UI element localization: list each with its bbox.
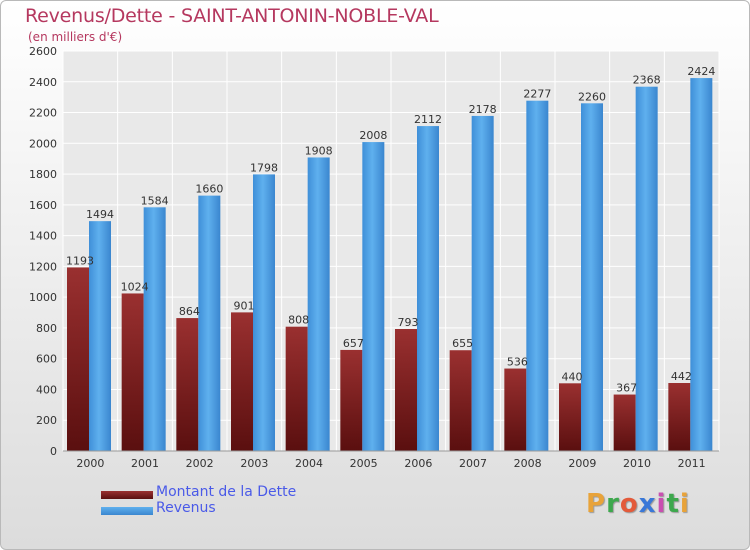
brand-letter: x <box>638 489 657 519</box>
legend-swatch-revenue <box>101 507 153 515</box>
brand-letter: P <box>586 489 607 519</box>
y-tick-label: 2200 <box>29 107 57 120</box>
y-tick-label: 1400 <box>29 230 57 243</box>
revenue-value-label: 2260 <box>578 90 606 103</box>
y-tick-label: 2000 <box>29 137 57 150</box>
chart-title: Revenus/Dette - SAINT-ANTONIN-NOBLE-VAL <box>25 5 439 27</box>
debt-value-label: 1024 <box>121 280 149 293</box>
chart-subtitle: (en milliers d'€) <box>28 30 123 44</box>
debt-bar <box>176 318 199 451</box>
debt-value-label: 655 <box>452 337 473 350</box>
debt-bar <box>668 383 691 451</box>
debt-bar <box>121 293 144 451</box>
grid-layer <box>62 50 720 452</box>
brand-letter: o <box>619 489 639 519</box>
revenue-bar <box>307 157 330 451</box>
revenue-bar <box>143 207 166 451</box>
y-tick-label: 1000 <box>29 291 57 304</box>
revenue-value-label: 1660 <box>195 183 223 196</box>
debt-value-label: 1193 <box>66 254 94 267</box>
debt-bar <box>231 312 253 451</box>
y-tick-label: 2400 <box>29 76 57 89</box>
revenue-value-label: 1494 <box>86 208 114 221</box>
x-tick-label: 2004 <box>295 457 323 470</box>
y-tick-label: 1600 <box>29 199 57 212</box>
brand-letter: i <box>656 489 667 519</box>
y-tick-label: 600 <box>36 353 57 366</box>
debt-bar <box>449 350 472 451</box>
revenue-value-label: 1584 <box>141 194 169 207</box>
x-tick-label: 2001 <box>131 457 159 470</box>
debt-bar <box>504 368 527 451</box>
x-tick-label: 2007 <box>459 457 487 470</box>
x-tick-label: 2011 <box>678 457 706 470</box>
revenue-bar <box>471 115 494 451</box>
debt-value-label: 793 <box>398 316 419 329</box>
debt-value-label: 901 <box>234 299 255 312</box>
x-tick-label: 2002 <box>186 457 214 470</box>
y-tick-label: 1200 <box>29 260 57 273</box>
revenue-value-label: 2277 <box>523 88 551 101</box>
revenue-value-label: 2424 <box>687 65 715 78</box>
x-tick-label: 2005 <box>350 457 378 470</box>
y-tick-label: 1800 <box>29 168 57 181</box>
x-tick-label: 2003 <box>240 457 268 470</box>
revenue-bar <box>89 221 111 451</box>
x-tick-label: 2010 <box>623 457 651 470</box>
debt-value-label: 367 <box>616 382 637 395</box>
proxiti-logo: Proxiti <box>586 489 690 519</box>
revenue-bar <box>690 78 713 452</box>
revenue-bar <box>253 174 275 451</box>
revenue-value-label: 1798 <box>250 161 278 174</box>
revenue-bar <box>362 142 385 452</box>
legend-label-debt: Montant de la Dette <box>156 484 297 500</box>
x-tick-label: 2006 <box>404 457 432 470</box>
labels-layer: 0 200 400 600 800 1000 1200 1400 1600 1800 2000 220… <box>29 45 719 470</box>
revenue-value-label: 2178 <box>469 103 497 116</box>
revenue-value-label: 2368 <box>633 74 661 87</box>
debt-value-label: 864 <box>179 305 200 318</box>
revenue-bar <box>635 86 658 451</box>
y-tick-label: 200 <box>36 414 57 427</box>
y-tick-label: 400 <box>36 383 57 396</box>
revenue-bar <box>198 195 221 451</box>
debt-bar <box>559 383 581 451</box>
y-tick-label: 800 <box>36 322 57 335</box>
debt-bar <box>340 349 363 451</box>
debt-value-label: 440 <box>562 370 583 383</box>
x-tick-label: 2009 <box>568 457 596 470</box>
revenue-bar <box>526 100 549 451</box>
legend-swatch-debt <box>101 491 153 499</box>
brand-letter: i <box>679 489 690 519</box>
x-tick-label: 2000 <box>76 457 104 470</box>
debt-bar <box>285 326 308 451</box>
debt-bar <box>67 267 89 451</box>
legend-label-revenue: Revenus <box>156 500 216 516</box>
revenue-bar <box>417 126 439 452</box>
debt-bar <box>613 394 636 451</box>
x-tick-label: 2008 <box>514 457 542 470</box>
debt-value-label: 536 <box>507 356 528 369</box>
brand-letter: t <box>666 489 680 519</box>
bars-layer <box>67 78 713 452</box>
debt-value-label: 808 <box>288 314 309 327</box>
revenue-value-label: 1908 <box>305 144 333 157</box>
brand-letter: r <box>606 489 620 519</box>
debt-bar <box>395 329 417 451</box>
y-tick-label: 2600 <box>29 45 57 58</box>
revenue-bar <box>581 103 603 452</box>
revenue-value-label: 2008 <box>359 129 387 142</box>
revenue-value-label: 2112 <box>414 113 442 126</box>
y-tick-label: 0 <box>50 445 57 458</box>
debt-value-label: 442 <box>671 370 692 383</box>
debt-value-label: 657 <box>343 337 364 350</box>
